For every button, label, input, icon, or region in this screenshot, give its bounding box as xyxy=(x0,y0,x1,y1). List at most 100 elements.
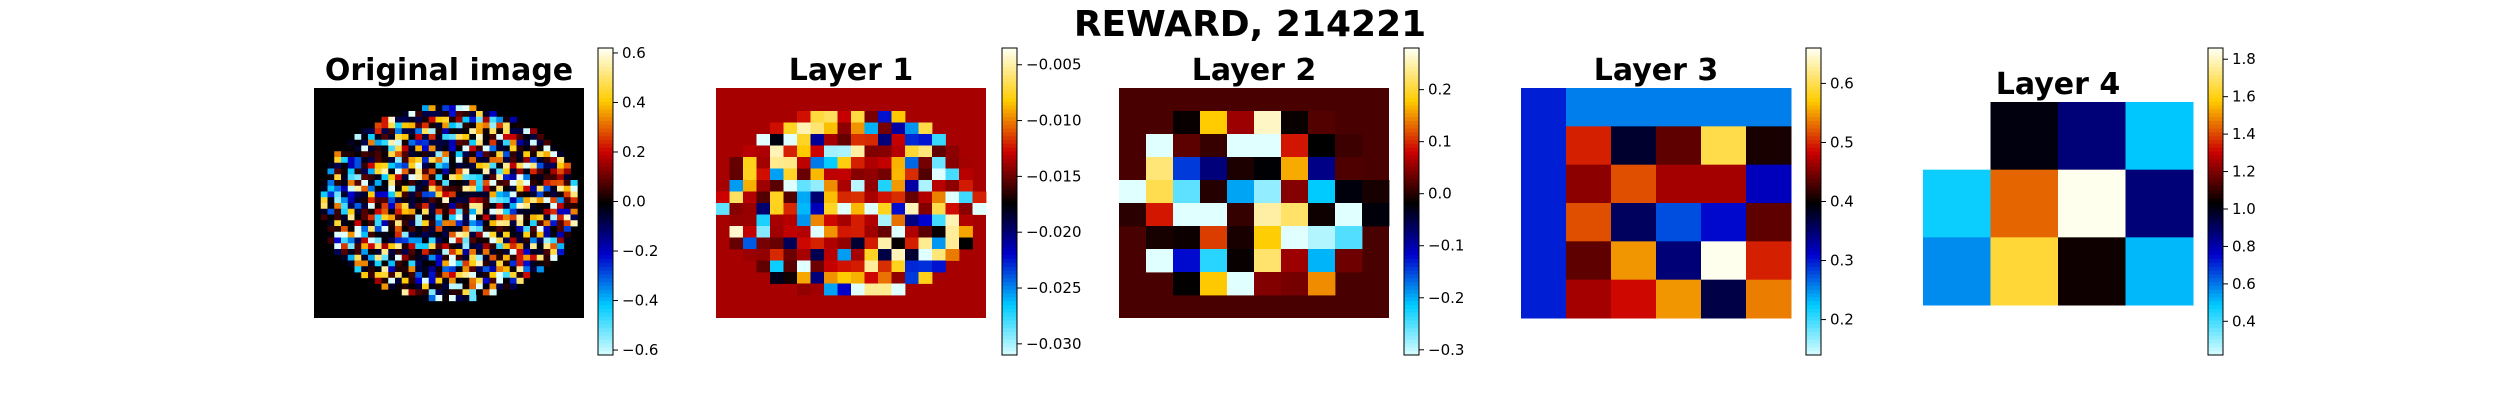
colorbar-segment xyxy=(598,347,613,352)
heatmap-cell xyxy=(388,254,396,261)
heatmap-cell xyxy=(395,145,403,152)
heatmap-cell xyxy=(428,122,436,129)
heatmap-cell xyxy=(374,162,382,169)
heatmap-cell xyxy=(455,208,463,215)
heatmap-cell xyxy=(1173,272,1201,296)
heatmap-cell xyxy=(509,139,517,146)
heatmap-cell xyxy=(1746,241,1792,281)
colorbar-segment xyxy=(1002,320,1017,325)
heatmap-cell xyxy=(570,214,578,221)
colorbar-segment xyxy=(2208,86,2223,91)
heatmap-cell xyxy=(557,249,565,256)
heatmap-cell xyxy=(361,231,369,238)
heatmap-cell xyxy=(756,180,771,192)
heatmap-cell xyxy=(361,266,369,273)
heatmap-cell xyxy=(341,208,349,215)
heatmap-cell xyxy=(550,191,558,198)
colorbar-tick-label: −0.015 xyxy=(1026,167,1082,185)
heatmap-cell xyxy=(557,197,565,204)
heatmap-cell xyxy=(496,162,504,169)
heatmap-cell xyxy=(891,180,906,192)
heatmap-cell xyxy=(1146,157,1174,181)
heatmap-cell xyxy=(395,237,403,244)
colorbar-segment xyxy=(1806,90,1821,95)
heatmap-cell xyxy=(770,134,784,146)
colorbar-segment xyxy=(1806,124,1821,130)
heatmap-cell xyxy=(327,162,335,169)
heatmap-cell xyxy=(864,145,879,158)
heatmap-cell xyxy=(381,134,389,141)
heatmap-cell xyxy=(550,174,558,181)
heatmap-cell xyxy=(563,203,571,210)
heatmap-cell xyxy=(1227,180,1255,204)
heatmap-cell xyxy=(388,226,396,233)
colorbar-segment xyxy=(1002,178,1017,183)
heatmap-cell xyxy=(756,237,771,250)
heatmap-cell xyxy=(476,116,484,123)
heatmap-cell xyxy=(557,157,565,164)
heatmap-cell xyxy=(824,168,838,181)
colorbar-segment xyxy=(1806,197,1821,203)
heatmap-cell xyxy=(1656,203,1702,242)
heatmap-cell xyxy=(476,128,484,135)
heatmap-cell xyxy=(489,128,497,135)
heatmap-cell xyxy=(428,208,436,215)
heatmap-cell xyxy=(489,122,497,129)
colorbar-segment xyxy=(1404,136,1419,141)
heatmap-cell xyxy=(388,197,396,204)
colorbar-segment xyxy=(1404,239,1419,245)
colorbar-segment xyxy=(598,228,613,233)
heatmap-cell xyxy=(743,203,757,215)
heatmap-cell xyxy=(408,174,416,181)
heatmap-cell xyxy=(374,214,382,221)
heatmap-cell xyxy=(476,243,484,250)
heatmap-cell xyxy=(891,249,906,261)
colorbar-segment xyxy=(2208,67,2223,72)
heatmap-cell xyxy=(1990,169,2059,238)
heatmap-cell xyxy=(523,237,531,244)
heatmap-cell xyxy=(563,168,571,175)
heatmap-cell xyxy=(476,260,484,267)
heatmap-cell xyxy=(1281,272,1309,296)
heatmap-cell xyxy=(435,237,443,244)
heatmap-cell xyxy=(395,254,403,261)
colorbar-segment xyxy=(1002,270,1017,276)
heatmap-cell xyxy=(469,151,477,158)
colorbar-segment xyxy=(1002,71,1017,76)
heatmap-cell xyxy=(851,203,865,215)
colorbar-segment xyxy=(2208,48,2223,53)
colorbar-segment xyxy=(2208,328,2223,333)
heatmap-cell xyxy=(530,157,538,164)
heatmap-cell xyxy=(536,168,544,175)
colorbar-segment xyxy=(1404,166,1419,172)
heatmap-cell xyxy=(550,249,558,256)
heatmap-cell xyxy=(368,272,376,279)
heatmap-cell xyxy=(469,180,477,187)
heatmap-cell xyxy=(729,168,744,181)
colorbar-segment xyxy=(2208,205,2223,210)
colorbar-segment xyxy=(1806,239,1821,245)
heatmap-cell xyxy=(1611,126,1657,166)
heatmap-cell xyxy=(455,295,463,302)
colorbar-segment xyxy=(598,193,613,199)
heatmap-cell xyxy=(428,231,436,238)
heatmap-cell xyxy=(327,203,335,210)
heatmap-cell xyxy=(1611,164,1657,204)
heatmap-cell xyxy=(536,249,544,256)
heatmap-cell xyxy=(2058,237,2126,306)
heatmap-cell xyxy=(1119,203,1147,227)
colorbar-frame xyxy=(2207,47,2224,356)
heatmap-cell xyxy=(509,220,517,227)
heatmap-cell xyxy=(354,260,362,267)
heatmap-cell xyxy=(455,185,463,192)
colorbar-segment xyxy=(1404,308,1419,314)
heatmap-cell xyxy=(334,231,342,238)
heatmap-cell xyxy=(381,180,389,187)
heatmap-cell xyxy=(334,180,342,187)
heatmap-cell xyxy=(837,191,852,204)
heatmap-cell xyxy=(462,191,470,198)
heatmap-cell xyxy=(530,203,538,210)
colorbar-segment xyxy=(1806,166,1821,172)
colorbar-segment xyxy=(1002,282,1017,287)
heatmap-cell xyxy=(536,157,544,164)
